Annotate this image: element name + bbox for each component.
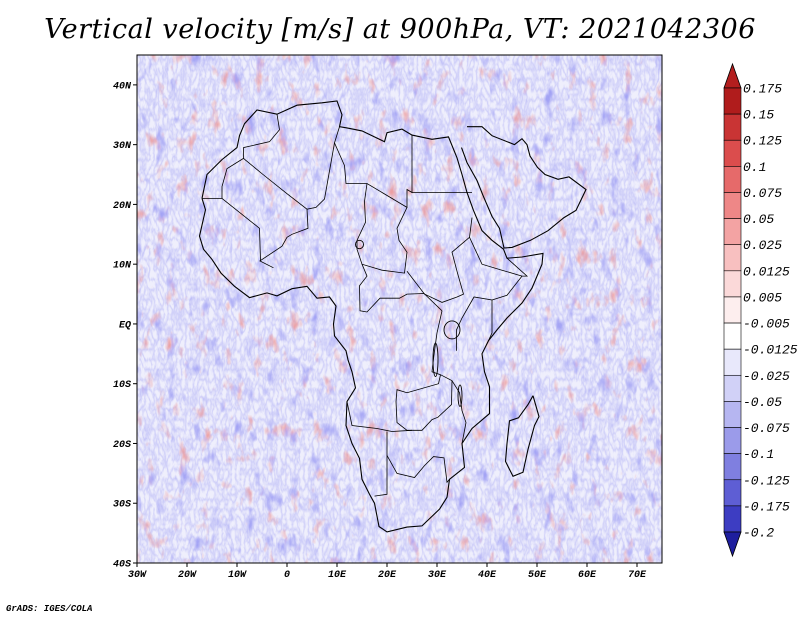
lon-tick-label: 40E — [478, 570, 497, 581]
country-border — [374, 431, 388, 497]
colorbar-swatch — [723, 192, 742, 219]
colorbar-label: -0.075 — [743, 421, 790, 436]
colorbar-label: 0.05 — [743, 212, 774, 227]
country-border — [346, 401, 413, 432]
lat-tick-label: EQ — [119, 320, 131, 331]
colorbar-label: -0.0125 — [743, 343, 798, 358]
lon-tick-label: 70E — [628, 570, 647, 581]
lat-tick-label: 40N — [113, 81, 132, 92]
lake-outline — [443, 320, 461, 340]
lake-outline — [432, 342, 439, 377]
africa-coastline — [198, 100, 544, 533]
colorbar-label: -0.025 — [743, 369, 790, 384]
colorbar-swatch — [723, 166, 742, 193]
colorbar-label: -0.005 — [743, 317, 790, 332]
colorbar-label: 0.005 — [743, 290, 782, 305]
colorbar-swatch — [723, 244, 742, 272]
lat-tick-label: 40S — [113, 560, 131, 571]
colorbar-swatch — [723, 505, 742, 533]
lon-tick-label: 0 — [284, 570, 290, 581]
colorbar-label: -0.1 — [743, 447, 774, 462]
lon-tick-label: 60E — [578, 570, 597, 581]
colorbar-swatch — [723, 270, 742, 298]
colorbar-label: 0.15 — [743, 108, 774, 123]
lon-tick-label: 20W — [178, 570, 197, 581]
lake-outline — [457, 384, 463, 407]
country-border — [334, 135, 413, 209]
lon-tick-label: 20E — [378, 570, 397, 581]
lat-tick-label: 30S — [113, 500, 131, 511]
country-border — [356, 183, 408, 274]
colorbar-label: -0.175 — [743, 499, 790, 514]
arabia-coastline — [460, 126, 587, 249]
country-border — [243, 126, 340, 210]
colorbar-swatch — [723, 113, 742, 141]
colorbar-swatch — [723, 322, 742, 350]
lat-tick-label: 30N — [113, 141, 132, 152]
grads-credit: GrADS: IGES/COLA — [6, 604, 93, 614]
colorbar-top-arrow — [723, 62, 742, 89]
lat-tick-label: 10N — [113, 261, 132, 272]
colorbar-swatch — [723, 348, 742, 376]
colorbar-label: 0.025 — [743, 238, 782, 253]
lon-tick-label: 50E — [528, 570, 547, 581]
colorbar-label: 0.075 — [743, 186, 782, 201]
colorbar-swatch — [723, 453, 742, 481]
lon-tick-label: 10E — [328, 570, 347, 581]
colorbar-label: -0.05 — [743, 395, 782, 410]
colorbar-swatch — [723, 296, 742, 324]
country-border — [456, 296, 493, 351]
colorbar-label: 0.0125 — [743, 264, 790, 279]
country-border — [395, 374, 453, 431]
country-border — [259, 209, 309, 262]
colorbar-swatch — [723, 87, 742, 115]
country-border — [359, 264, 443, 313]
colorbar-swatch — [723, 401, 742, 428]
country-border — [406, 217, 473, 303]
madagascar-coastline — [504, 395, 540, 478]
colorbar: 0.175 0.15 0.125 0.1 0.075 0.05 0.025 0.0125 0.0… — [723, 62, 798, 558]
lake-outline — [355, 239, 364, 250]
colorbar-bottom-arrow — [723, 531, 742, 558]
colorbar-swatch — [723, 427, 742, 454]
colorbar-swatch — [723, 218, 742, 246]
colorbar-label: 0.1 — [743, 160, 766, 175]
lat-tick-label: 10S — [113, 380, 131, 391]
plot-area: 30W 20W 10W 0 10E 20E 30E 40E 50E 60E 70E 40N 30N 20N… — [113, 54, 663, 581]
lon-tick-label: 10W — [228, 570, 247, 581]
country-border — [221, 198, 274, 269]
lon-tick-label: 30E — [428, 570, 447, 581]
colorbar-label: -0.2 — [743, 526, 774, 541]
colorbar-label: 0.125 — [743, 134, 782, 149]
lat-tick-label: 20N — [113, 201, 132, 212]
plot-frame — [136, 54, 663, 564]
colorbar-swatch — [723, 479, 742, 507]
velocity-field — [137, 55, 662, 563]
chart-title: Vertical velocity [m/s] at 900hPa, VT: 2… — [44, 14, 756, 45]
country-border — [431, 310, 467, 444]
colorbar-label: -0.125 — [743, 473, 790, 488]
colorbar-label: 0.175 — [743, 82, 782, 97]
colorbar-swatch — [723, 139, 742, 167]
country-border — [469, 237, 523, 277]
lat-tick-label: 20S — [113, 440, 131, 451]
lon-tick-label: 30W — [128, 570, 147, 581]
colorbar-swatch — [723, 374, 742, 402]
country-border — [386, 455, 450, 484]
